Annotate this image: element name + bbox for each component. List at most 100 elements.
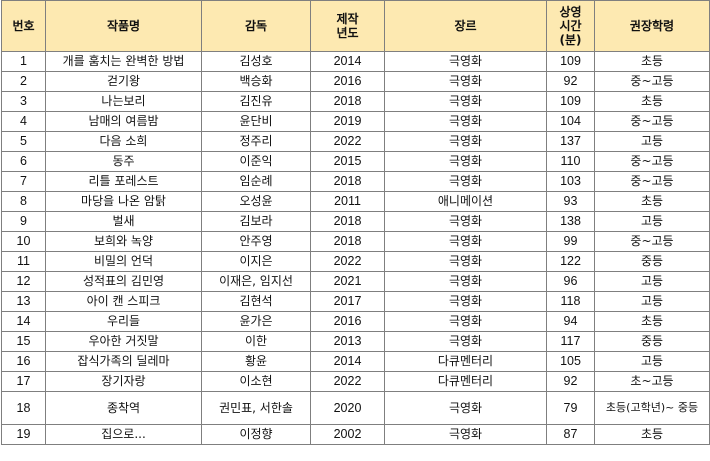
- table-body: 1 개를 훔치는 완벽한 방법 김성호 2014 극영화 109 초등 2 걷기왕 백승화 2016…: [1, 51, 710, 445]
- cell-genre: 극영화: [384, 331, 547, 352]
- cell-runtime: 92: [546, 71, 595, 92]
- cell-director: 이정향: [201, 424, 311, 445]
- cell-year: 2019: [310, 111, 385, 132]
- cell-genre: 극영화: [384, 51, 547, 72]
- cell-title: 비밀의 언덕: [45, 251, 202, 272]
- cell-runtime: 122: [546, 251, 595, 272]
- cell-runtime: 79: [546, 391, 595, 425]
- cell-title: 아이 캔 스피크: [45, 291, 202, 312]
- cell-title: 다음 소희: [45, 131, 202, 152]
- cell-genre: 극영화: [384, 251, 547, 272]
- cell-title: 나는보리: [45, 91, 202, 112]
- cell-year: 2016: [310, 71, 385, 92]
- cell-year: 2015: [310, 151, 385, 172]
- cell-title: 마당을 나온 암탉: [45, 191, 202, 212]
- cell-director: 권민표, 서한솔: [201, 391, 311, 425]
- cell-director: 김보라: [201, 211, 311, 232]
- cell-year: 2018: [310, 231, 385, 252]
- cell-no: 1: [1, 51, 46, 72]
- cell-genre: 애니메이션: [384, 191, 547, 212]
- cell-grade: 중등: [594, 251, 710, 272]
- cell-director: 정주리: [201, 131, 311, 152]
- table-row: 2 걷기왕 백승화 2016 극영화 92 중~고등: [1, 71, 710, 92]
- cell-runtime: 99: [546, 231, 595, 252]
- cell-runtime: 109: [546, 91, 595, 112]
- cell-grade: 중~고등: [594, 151, 710, 172]
- cell-no: 5: [1, 131, 46, 152]
- cell-director: 윤단비: [201, 111, 311, 132]
- cell-grade: 중~고등: [594, 171, 710, 192]
- table-row: 18 종착역 권민표, 서한솔 2020 극영화 79 초등(고학년)~ 중등: [1, 391, 710, 425]
- cell-grade: 중~고등: [594, 111, 710, 132]
- cell-runtime: 110: [546, 151, 595, 172]
- header-genre: 장르: [384, 0, 547, 52]
- cell-director: 이준익: [201, 151, 311, 172]
- cell-runtime: 94: [546, 311, 595, 332]
- cell-no: 14: [1, 311, 46, 332]
- cell-genre: 극영화: [384, 131, 547, 152]
- header-runtime: 상영 시간 (분): [546, 0, 595, 52]
- cell-runtime: 105: [546, 351, 595, 372]
- table-row: 9 벌새 김보라 2018 극영화 138 고등: [1, 211, 710, 232]
- header-runtime-line1: 상영: [559, 5, 582, 19]
- cell-runtime: 87: [546, 424, 595, 445]
- table-row: 15 우아한 거짓말 이한 2013 극영화 117 중등: [1, 331, 710, 352]
- cell-genre: 다큐멘터리: [384, 351, 547, 372]
- cell-genre: 극영화: [384, 271, 547, 292]
- cell-title: 벌새: [45, 211, 202, 232]
- table-row: 6 동주 이준익 2015 극영화 110 중~고등: [1, 151, 710, 172]
- cell-director: 백승화: [201, 71, 311, 92]
- cell-runtime: 137: [546, 131, 595, 152]
- header-runtime-line3: (분): [559, 33, 582, 47]
- cell-runtime: 96: [546, 271, 595, 292]
- cell-year: 2013: [310, 331, 385, 352]
- cell-no: 15: [1, 331, 46, 352]
- cell-title: 성적표의 김민영: [45, 271, 202, 292]
- cell-genre: 극영화: [384, 211, 547, 232]
- table-row: 5 다음 소희 정주리 2022 극영화 137 고등: [1, 131, 710, 152]
- table-row: 13 아이 캔 스피크 김현석 2017 극영화 118 고등: [1, 291, 710, 312]
- table-row: 14 우리들 윤가은 2016 극영화 94 초등: [1, 311, 710, 332]
- cell-year: 2014: [310, 51, 385, 72]
- cell-runtime: 104: [546, 111, 595, 132]
- cell-no: 10: [1, 231, 46, 252]
- cell-no: 2: [1, 71, 46, 92]
- table-row: 8 마당을 나온 암탉 오성윤 2011 애니메이션 93 초등: [1, 191, 710, 212]
- cell-grade: 고등: [594, 271, 710, 292]
- cell-grade: 중등: [594, 331, 710, 352]
- cell-genre: 극영화: [384, 111, 547, 132]
- cell-year: 2018: [310, 211, 385, 232]
- cell-year: 2022: [310, 371, 385, 392]
- film-list-table: 번호 작품명 감독 제작 년도 장르 상영 시간 (분) 권장학령 1 개를 훔치…: [1, 0, 710, 445]
- cell-year: 2002: [310, 424, 385, 445]
- cell-runtime: 92: [546, 371, 595, 392]
- cell-runtime: 118: [546, 291, 595, 312]
- cell-director: 김성호: [201, 51, 311, 72]
- table-row: 17 장기자랑 이소현 2022 다큐멘터리 92 초~고등: [1, 371, 710, 392]
- cell-director: 황윤: [201, 351, 311, 372]
- cell-grade: 고등: [594, 351, 710, 372]
- cell-director: 안주영: [201, 231, 311, 252]
- cell-runtime: 109: [546, 51, 595, 72]
- header-row: 번호 작품명 감독 제작 년도 장르 상영 시간 (분) 권장학령: [1, 0, 710, 52]
- cell-no: 8: [1, 191, 46, 212]
- cell-director: 이소현: [201, 371, 311, 392]
- cell-director: 임순례: [201, 171, 311, 192]
- header-grade: 권장학령: [594, 0, 710, 52]
- cell-grade: 중~고등: [594, 71, 710, 92]
- cell-year: 2017: [310, 291, 385, 312]
- header-title: 작품명: [45, 0, 202, 52]
- cell-title: 보희와 녹양: [45, 231, 202, 252]
- cell-grade: 고등: [594, 211, 710, 232]
- table-row: 10 보희와 녹양 안주영 2018 극영화 99 중~고등: [1, 231, 710, 252]
- cell-title: 동주: [45, 151, 202, 172]
- cell-title: 종착역: [45, 391, 202, 425]
- header-runtime-line2: 시간: [559, 19, 582, 33]
- cell-title: 걷기왕: [45, 71, 202, 92]
- cell-director: 김현석: [201, 291, 311, 312]
- cell-year: 2018: [310, 171, 385, 192]
- table-row: 7 리틀 포레스트 임순례 2018 극영화 103 중~고등: [1, 171, 710, 192]
- cell-title: 집으로...: [45, 424, 202, 445]
- table-row: 16 잡식가족의 딜레마 황윤 2014 다큐멘터리 105 고등: [1, 351, 710, 372]
- cell-no: 6: [1, 151, 46, 172]
